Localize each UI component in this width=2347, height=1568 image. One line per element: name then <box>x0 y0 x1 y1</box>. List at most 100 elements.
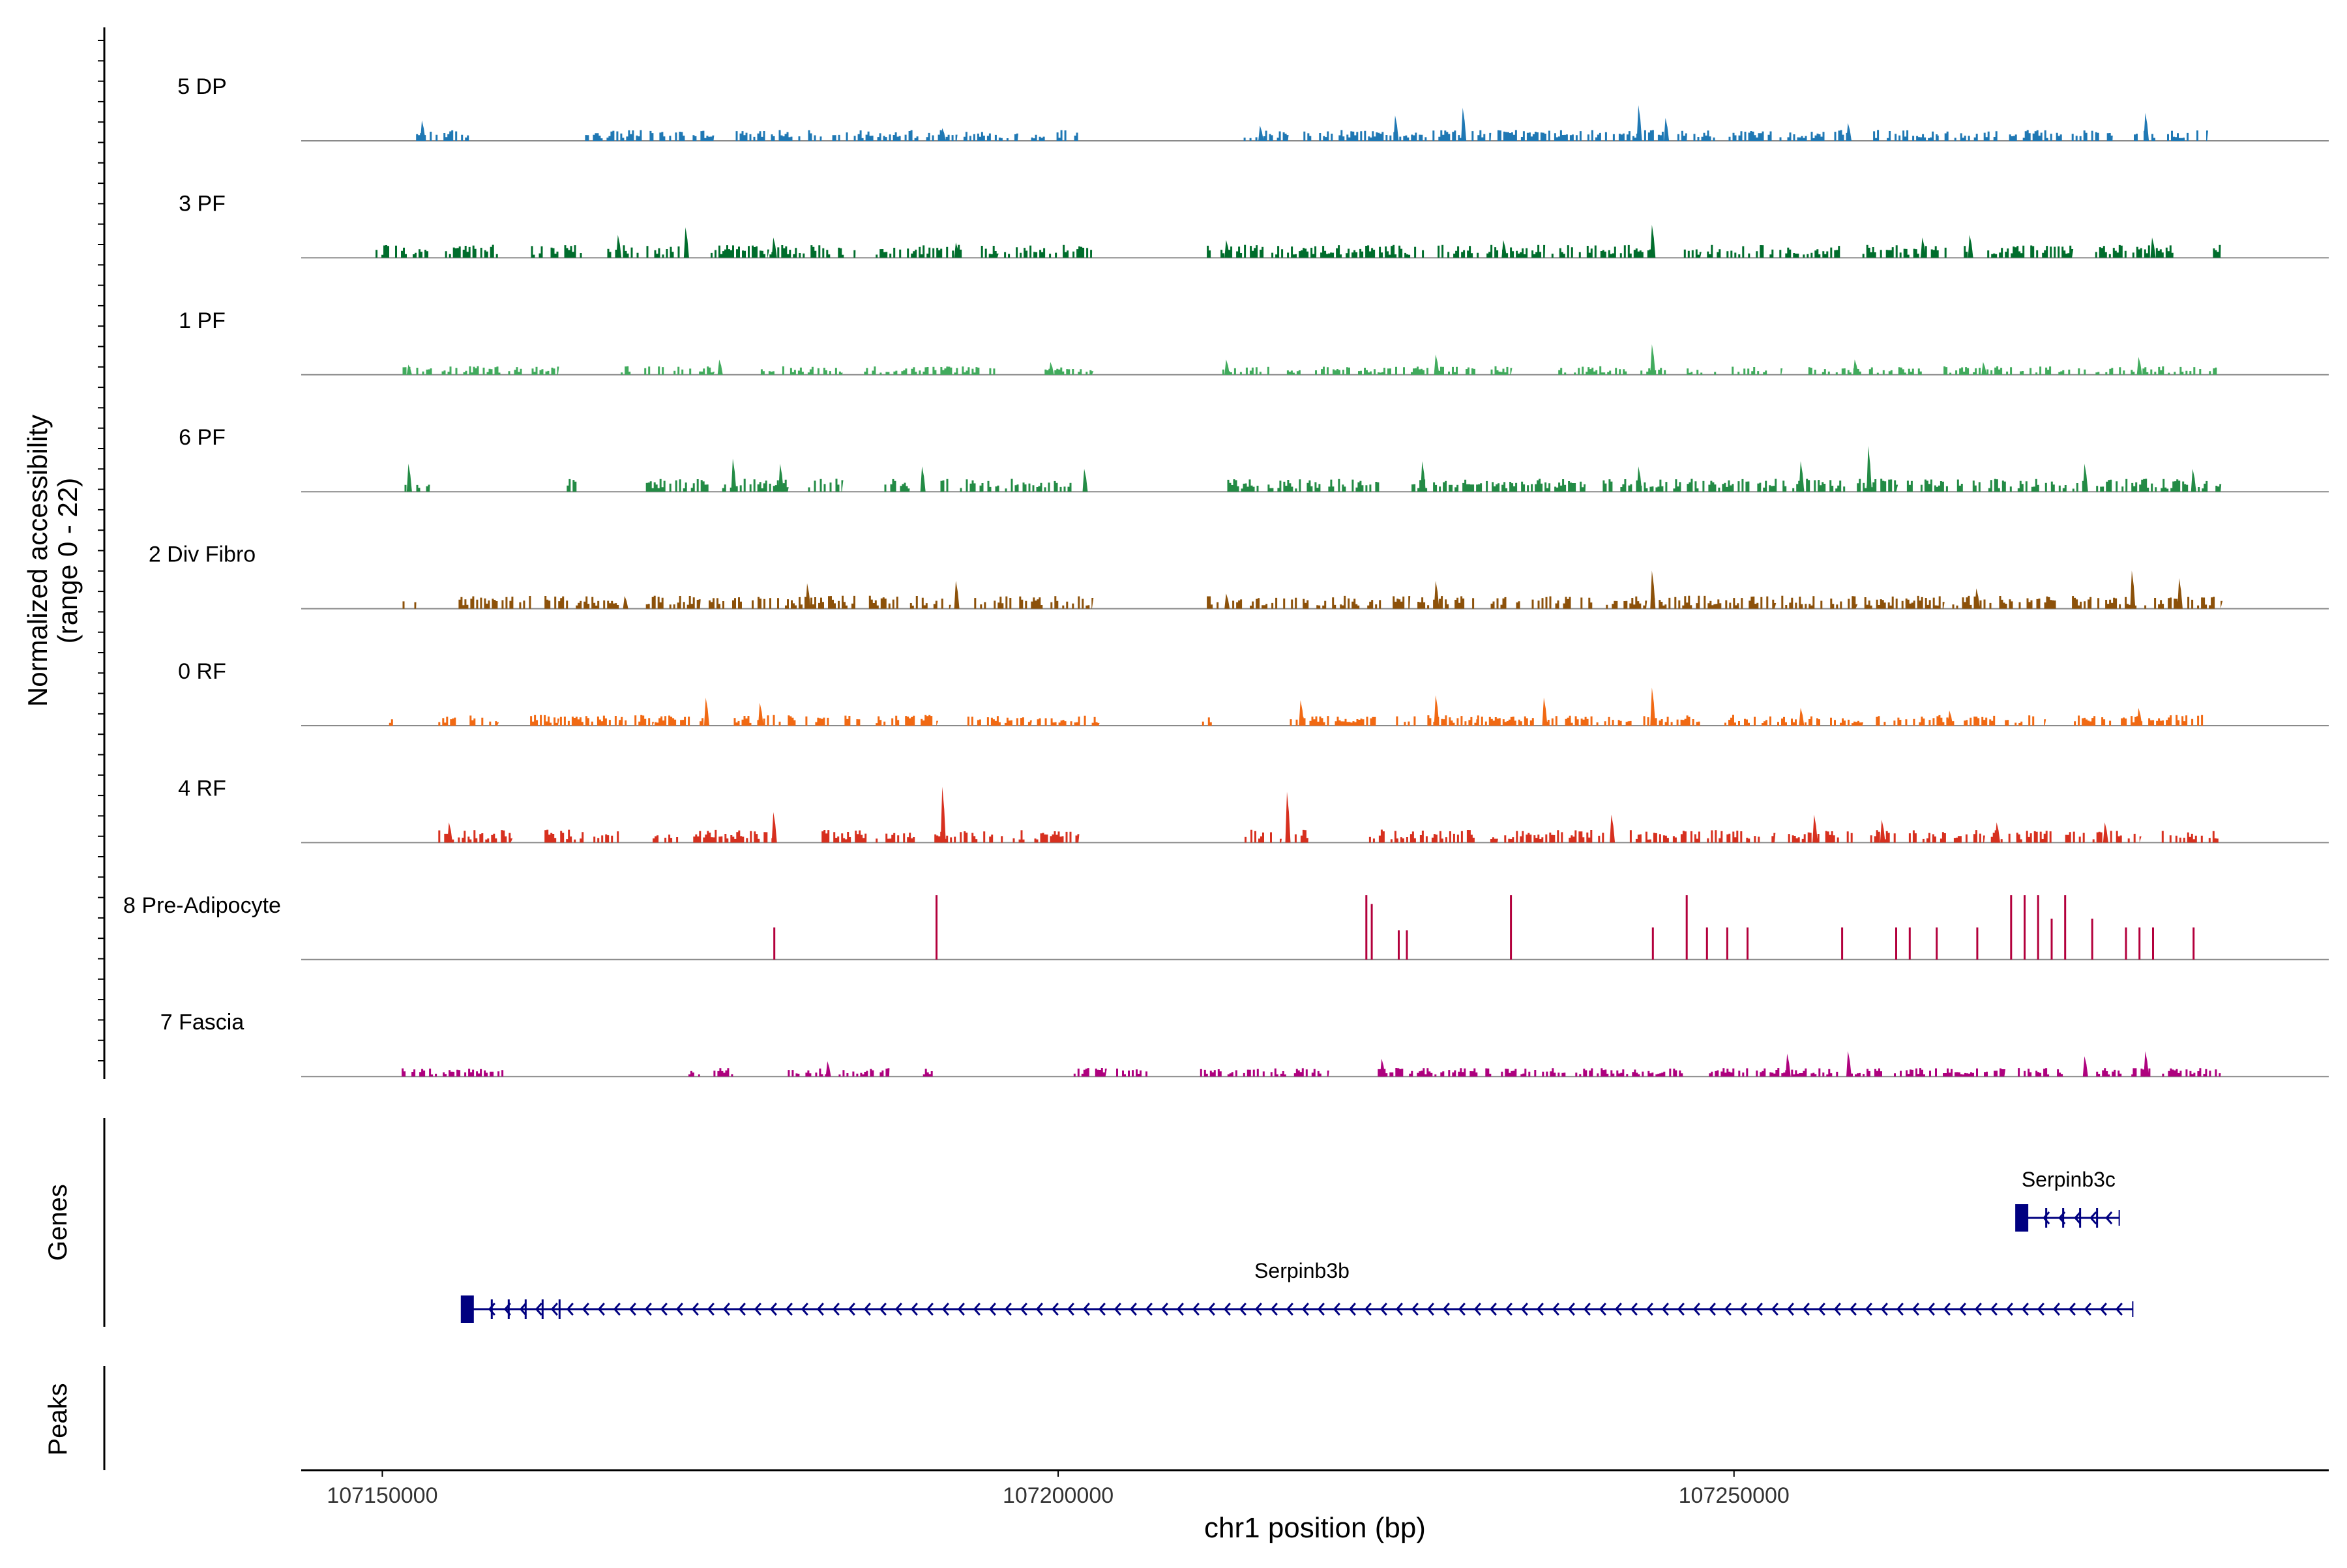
coverage-peak <box>940 786 946 843</box>
x-axis: 107150000 107200000 107250000 <box>301 1469 2329 1508</box>
coverage-ylabel-line2: (range 0 - 22) <box>52 478 83 643</box>
strand-arrow <box>1630 1303 1638 1316</box>
strand-arrow <box>2021 1303 2029 1316</box>
strand-arrow <box>2115 1303 2123 1316</box>
coverage-peak <box>805 583 811 609</box>
strand-arrow <box>1677 1303 1685 1316</box>
strand-arrow <box>2005 1303 2013 1316</box>
coverage-peak <box>954 580 960 609</box>
coverage-spike <box>2037 895 2039 960</box>
coverage-peak <box>1434 580 1439 609</box>
coverage-peak <box>2191 469 2196 492</box>
coverage-peak <box>1420 461 1426 492</box>
coverage-segment <box>707 245 769 258</box>
coverage-peak <box>758 702 763 726</box>
gene-exon <box>541 1299 544 1319</box>
gene-serpinb3c: Serpinb3c <box>2015 1168 2120 1232</box>
coverage-segment <box>1410 596 1479 609</box>
coverage-segment <box>788 715 870 726</box>
gene-exon <box>2015 1204 2029 1232</box>
coverage-spike <box>1726 927 1728 960</box>
coverage-segment <box>1031 715 1100 726</box>
coverage-peak <box>1224 240 1230 258</box>
coverage-segment <box>2065 831 2142 843</box>
coverage-peak <box>1461 108 1467 141</box>
coverage-spike <box>1747 927 1749 960</box>
coverage-segment <box>1213 479 1263 492</box>
strand-arrow <box>1301 1303 1309 1316</box>
track-label: 3 PF <box>179 191 226 216</box>
coverage-peak <box>1224 359 1230 375</box>
coverage-spike <box>1841 927 1844 960</box>
coverage-segment <box>1943 366 2054 375</box>
coverage-segment <box>1220 366 1303 375</box>
strand-arrow <box>550 1303 558 1316</box>
coverage-peak <box>1636 466 1642 492</box>
coverage-segment <box>1410 479 1586 492</box>
coverage-segment <box>544 596 621 609</box>
coverage-segment <box>1990 830 2054 843</box>
strand-arrow <box>1802 1303 1810 1316</box>
coverage-segment <box>1862 595 1945 609</box>
strand-arrow <box>1896 1303 1904 1316</box>
coverage-segment <box>862 366 999 375</box>
strand-arrow <box>1333 1303 1340 1316</box>
coverage-peak <box>623 596 628 609</box>
strand-arrow <box>582 1303 589 1316</box>
strand-arrow <box>1192 1303 1200 1316</box>
coverage-segment <box>788 1068 890 1077</box>
coverage-peak <box>2144 1051 2149 1077</box>
coverage-segment <box>1707 244 1844 258</box>
coverage-peak <box>1224 593 1230 609</box>
strand-arrow <box>2099 1303 2107 1316</box>
track-8-pre-adipocyte: 8 Pre-Adipocyte <box>123 893 2329 960</box>
coverage-spike <box>1398 930 1400 960</box>
strand-arrow <box>832 1303 840 1316</box>
coverage-peak <box>683 227 689 258</box>
x-axis-tick-label: 107200000 <box>1003 1483 1114 1508</box>
coverage-segment <box>645 479 789 492</box>
strand-arrow <box>2058 1211 2066 1224</box>
strand-arrow <box>1943 1303 1951 1316</box>
strand-arrow <box>1927 1303 1935 1316</box>
strand-arrow <box>1114 1303 1121 1316</box>
gene-exon <box>524 1299 527 1319</box>
coverage-segment <box>1294 829 1308 843</box>
coverage-spike <box>2010 895 2013 960</box>
strand-arrow <box>1098 1303 1106 1316</box>
coverage-segment <box>1964 715 2046 726</box>
coverage-spike <box>2125 927 2127 960</box>
coverage-segment <box>1200 717 1214 726</box>
strand-arrow <box>1833 1303 1841 1316</box>
coverage-peak <box>1434 695 1439 726</box>
coverage-segment <box>531 245 586 258</box>
coverage-peak <box>1880 820 1885 843</box>
coverage-segment <box>436 715 499 726</box>
coverage-peak <box>1380 1058 1385 1077</box>
coverage-segment <box>557 715 621 726</box>
coverage-segment <box>1490 596 1573 609</box>
coverage-peak <box>1434 354 1439 375</box>
strand-arrow <box>1692 1303 1700 1316</box>
coverage-segment <box>605 245 682 258</box>
strand-arrow <box>1865 1303 1872 1316</box>
coverage-segment <box>2207 244 2221 258</box>
strand-arrow <box>1207 1303 1215 1316</box>
strand-arrow <box>1739 1303 1747 1316</box>
coverage-spike <box>1936 927 1938 960</box>
strand-arrow <box>769 1303 777 1316</box>
coverage-segment <box>1504 830 1606 843</box>
coverage-peak <box>2103 822 2108 843</box>
strand-arrow <box>1380 1303 1387 1316</box>
coverage-segment <box>1862 244 1951 258</box>
strand-arrow <box>2068 1303 2076 1316</box>
strand-arrow <box>2052 1303 2060 1316</box>
strand-arrow <box>2105 1211 2113 1224</box>
strand-arrow <box>801 1303 808 1316</box>
strand-arrow <box>691 1303 699 1316</box>
strand-arrow <box>1646 1303 1653 1316</box>
track-4-rf: 4 RF <box>178 776 2329 844</box>
coverage-peak <box>406 464 412 492</box>
coverage-peak <box>771 812 777 843</box>
